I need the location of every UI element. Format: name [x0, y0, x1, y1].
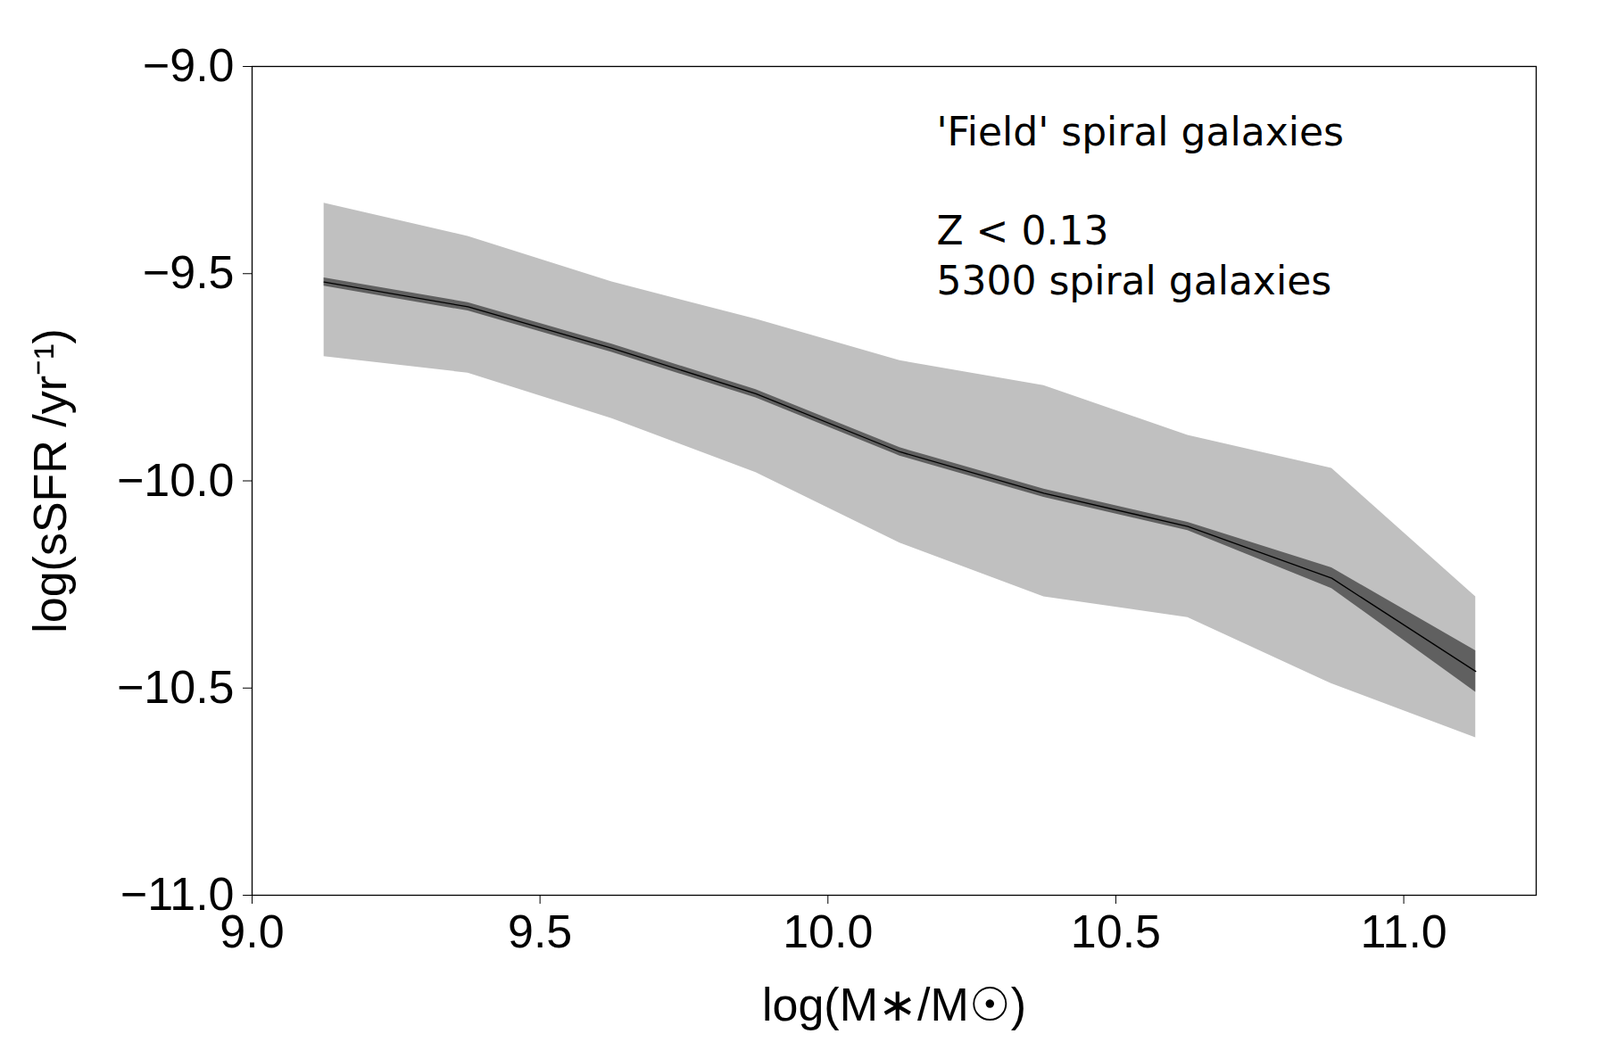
svg-text:Z < 0.13: Z < 0.13 — [936, 207, 1109, 254]
svg-text:−10.5: −10.5 — [116, 661, 235, 713]
svg-text:'Field' spiral galaxies: 'Field' spiral galaxies — [936, 108, 1344, 155]
svg-text:−10.0: −10.0 — [116, 454, 235, 506]
svg-text:11.0: 11.0 — [1359, 905, 1447, 958]
svg-text:log(M∗/M☉): log(M∗/M☉) — [762, 978, 1027, 1031]
svg-text:10.5: 10.5 — [1070, 905, 1161, 958]
svg-text:5300 spiral galaxies: 5300 spiral galaxies — [936, 257, 1332, 304]
svg-text:−9.5: −9.5 — [142, 246, 235, 299]
svg-text:−9.0: −9.0 — [142, 39, 235, 92]
svg-text:9.5: 9.5 — [507, 905, 573, 958]
svg-text:9.0: 9.0 — [219, 906, 285, 958]
svg-text:10.0: 10.0 — [782, 905, 873, 958]
svg-text:−11.0: −11.0 — [120, 868, 235, 921]
svg-text:log(sSFR /yr⁻¹): log(sSFR /yr⁻¹) — [24, 328, 76, 634]
